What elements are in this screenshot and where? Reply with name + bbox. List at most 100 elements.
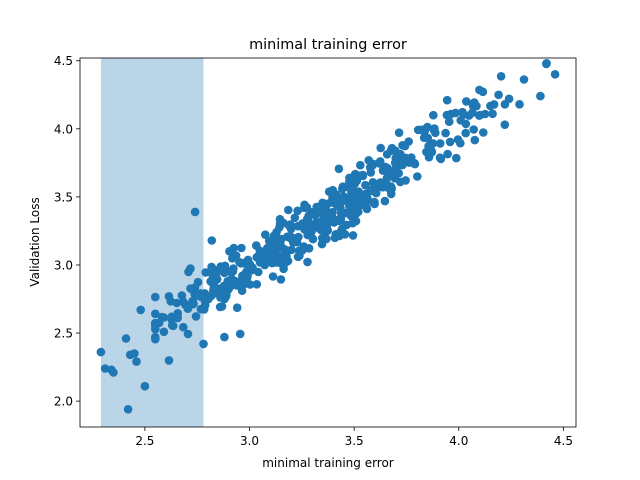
shaded-region	[100, 58, 204, 427]
data-point	[206, 277, 215, 286]
data-point	[220, 332, 229, 342]
data-point	[308, 234, 318, 244]
data-point	[272, 258, 282, 267]
data-point	[519, 75, 529, 84]
data-point	[303, 257, 312, 267]
data-point	[436, 154, 446, 164]
data-point	[413, 172, 422, 181]
data-point	[132, 357, 141, 366]
data-point	[200, 293, 209, 302]
data-point	[283, 256, 293, 266]
data-point	[515, 100, 524, 109]
data-point	[435, 139, 445, 148]
data-point	[475, 110, 485, 120]
data-point	[500, 120, 510, 129]
data-point	[207, 262, 216, 272]
data-point	[340, 230, 350, 239]
data-point	[191, 312, 201, 321]
data-point	[179, 322, 188, 332]
data-point	[188, 296, 197, 306]
data-point	[441, 128, 450, 138]
data-point	[196, 304, 206, 314]
data-point	[231, 251, 241, 260]
data-point	[494, 90, 503, 100]
plot-layer	[100, 58, 204, 427]
data-point	[488, 109, 497, 119]
data-point	[328, 185, 338, 195]
chart-title: minimal training error	[249, 37, 407, 53]
data-point	[410, 159, 420, 169]
data-point	[542, 59, 551, 69]
data-point	[384, 166, 394, 176]
data-point	[336, 203, 345, 213]
data-point	[201, 268, 210, 277]
data-point	[423, 133, 433, 143]
data-point	[369, 198, 379, 208]
data-point	[290, 213, 300, 223]
data-point	[469, 125, 479, 134]
data-point	[207, 236, 217, 245]
data-point	[310, 211, 320, 220]
data-point	[184, 267, 193, 277]
data-point	[251, 241, 261, 250]
data-point	[329, 198, 339, 208]
data-point	[136, 305, 145, 315]
data-point	[199, 339, 208, 349]
data-point	[215, 302, 225, 312]
data-point	[225, 247, 234, 256]
data-point	[248, 263, 257, 273]
data-point	[356, 200, 365, 210]
data-point	[396, 177, 405, 187]
data-point	[121, 334, 131, 343]
data-point	[177, 291, 187, 300]
data-point	[317, 239, 327, 249]
data-point	[109, 368, 118, 377]
data-point	[423, 122, 432, 132]
data-point	[348, 231, 358, 240]
data-point	[445, 137, 455, 147]
data-point	[295, 251, 304, 261]
data-point	[425, 146, 434, 156]
data-point	[394, 169, 404, 178]
data-point	[349, 195, 359, 204]
data-point	[237, 286, 247, 296]
data-point	[222, 290, 231, 300]
data-point	[242, 273, 252, 283]
data-point	[479, 128, 488, 137]
data-point	[470, 98, 479, 107]
data-point	[323, 226, 333, 235]
data-point	[237, 243, 246, 253]
data-point	[356, 160, 365, 170]
data-point	[361, 180, 370, 190]
data-point	[284, 205, 293, 215]
data-point	[468, 108, 477, 117]
data-point	[496, 72, 506, 81]
data-point	[375, 159, 384, 168]
y-tick-label: 3.0	[54, 258, 73, 272]
data-point	[151, 309, 160, 319]
data-point	[173, 313, 182, 323]
data-point	[192, 288, 201, 298]
data-point	[271, 232, 281, 241]
data-point	[429, 125, 439, 135]
x-tick-label: 3.0	[240, 434, 259, 448]
data-point	[470, 135, 480, 145]
data-point	[235, 329, 245, 339]
plot-frame	[79, 57, 577, 428]
data-point	[381, 177, 391, 186]
data-point	[342, 220, 351, 230]
y-tick-label: 3.5	[54, 190, 73, 204]
data-point	[172, 298, 182, 308]
points-layer	[96, 59, 560, 414]
data-point	[376, 143, 386, 153]
data-point	[300, 200, 309, 210]
ticks-layer: 2.5 3.0 3.5 4.0 4.5 2.0 2.5 3.0 3.5 4.0 4.5	[54, 54, 573, 448]
data-point	[287, 245, 296, 255]
data-point	[486, 101, 495, 111]
y-tick-label: 4.0	[54, 122, 73, 136]
data-point	[443, 149, 452, 159]
data-point	[164, 292, 174, 301]
data-point	[229, 264, 238, 273]
data-point	[326, 215, 335, 224]
y-tick-label: 2.5	[54, 327, 73, 341]
